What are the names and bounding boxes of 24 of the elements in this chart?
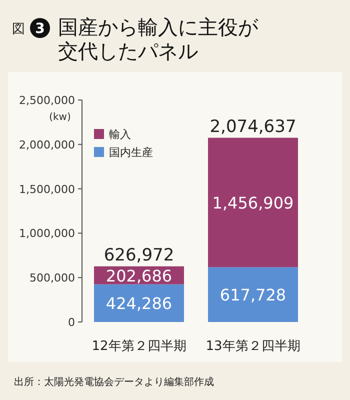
total-label: 626,972 bbox=[104, 245, 174, 266]
text: 図 bbox=[12, 22, 25, 37]
y-tick-label: 0 bbox=[68, 316, 75, 329]
bar bbox=[94, 284, 184, 322]
text: 3 bbox=[35, 21, 45, 37]
y-axis-title: (kw) bbox=[49, 112, 71, 123]
y-tick-label: 2,000,000 bbox=[19, 138, 75, 152]
data-label: 617,728 bbox=[220, 286, 286, 305]
data-label: 1,456,909 bbox=[212, 193, 294, 212]
legend-label: 国内生産 bbox=[109, 146, 153, 159]
data-label: 424,286 bbox=[106, 294, 172, 314]
total-label: 2,074,637 bbox=[210, 116, 296, 137]
legend-label: 輸入 bbox=[109, 128, 131, 141]
y-tick-label: 1,500,000 bbox=[19, 182, 75, 196]
y-tick-label: 2,500,000 bbox=[19, 94, 75, 107]
y-tick-label: 500,000 bbox=[30, 272, 75, 285]
x-tick-label: 13年第２四半期 bbox=[206, 339, 300, 354]
y-tick-label: 1,000,000 bbox=[19, 227, 75, 240]
data-label: 202,686 bbox=[106, 266, 172, 286]
bar bbox=[208, 267, 298, 322]
chart-title: 国産から輸入に主役が交代したパネル bbox=[58, 15, 259, 63]
text: 出所：太陽光発電協会データより編集部作成 bbox=[14, 376, 214, 388]
bar bbox=[208, 138, 298, 268]
x-tick-label: 12年第２四半期 bbox=[92, 339, 186, 354]
